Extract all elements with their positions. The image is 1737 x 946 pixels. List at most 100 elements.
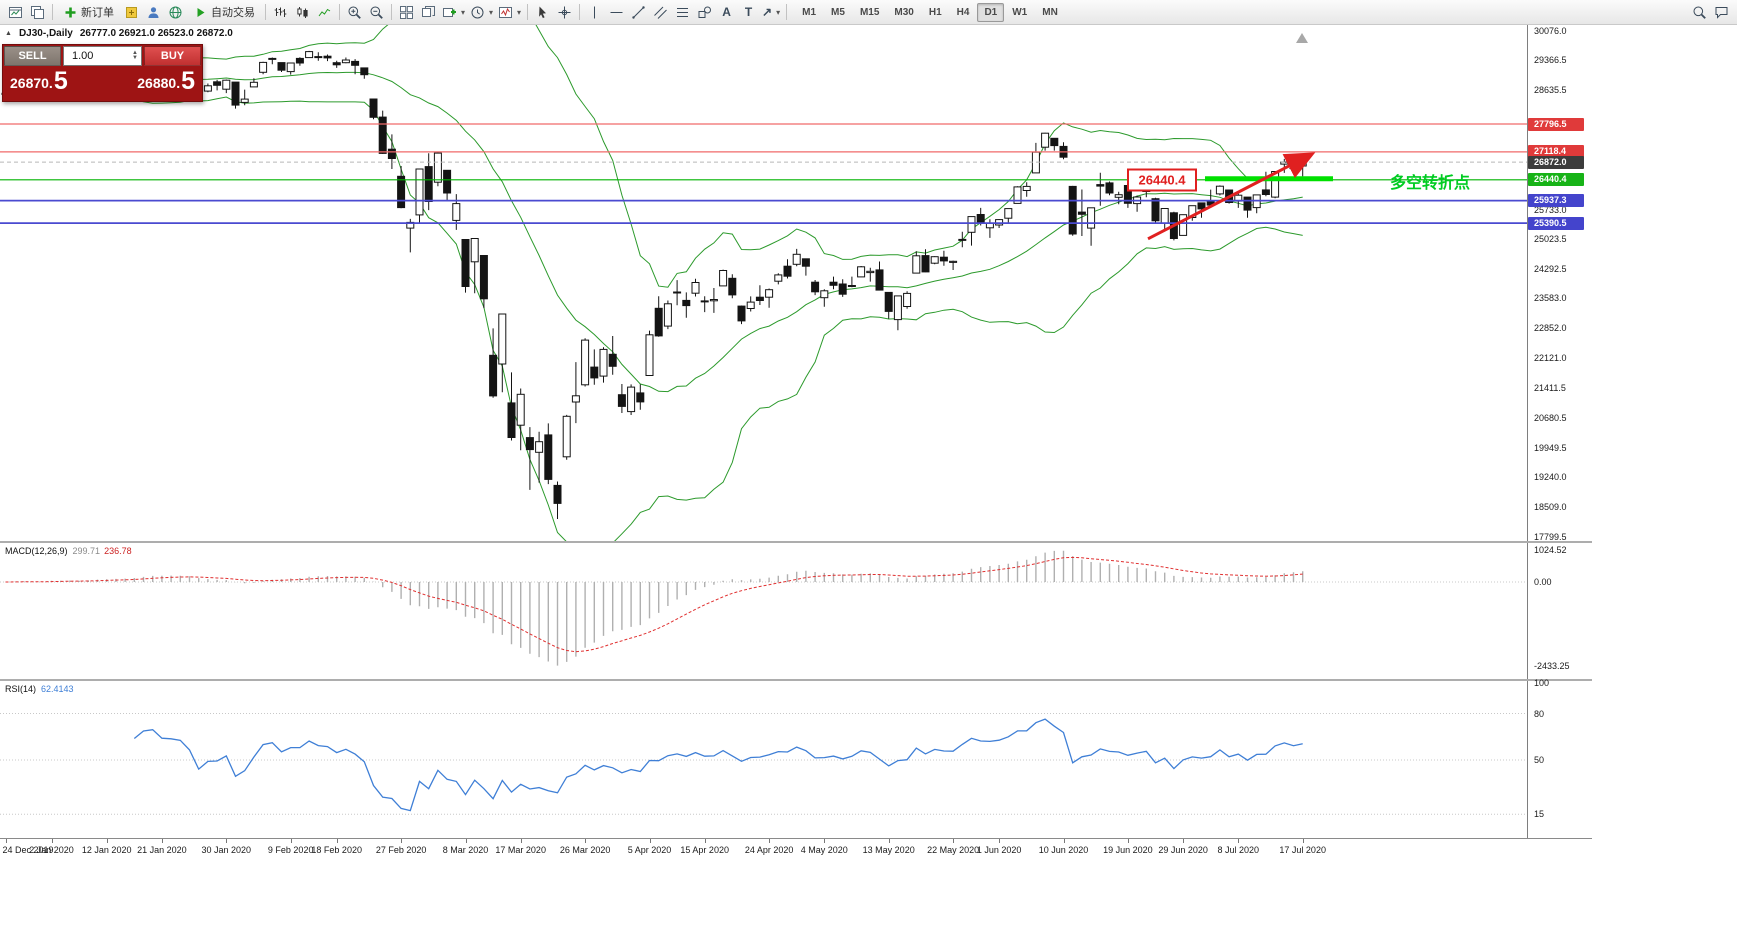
cascade-windows-button[interactable] <box>418 2 439 22</box>
zoom-in-button[interactable] <box>344 2 365 22</box>
spinner-up-icon[interactable]: ▲ <box>132 50 138 56</box>
timeframe-button-M15[interactable]: M15 <box>859 6 880 18</box>
horizontal-line-icon <box>610 11 623 13</box>
price-axis[interactable]: 30076.0 29366.5 28635.5 25733.0 25023.5 24292… <box>1528 25 1592 542</box>
crosshair-button[interactable] <box>554 2 575 22</box>
timeframe-button-H1[interactable]: H1 <box>928 6 942 18</box>
volume-field[interactable]: 1.00 ▲ ▼ <box>63 46 142 66</box>
arrows-tool-button[interactable]: ↗ ▾ <box>760 2 782 22</box>
new-order-button[interactable]: 新订单 <box>57 2 120 22</box>
label-tool-button[interactable]: T <box>738 2 759 22</box>
timeframe-button-M30[interactable]: M30 <box>894 6 914 18</box>
bar-chart-button[interactable] <box>270 2 291 22</box>
sell-price[interactable]: 26870. 5 <box>10 67 68 95</box>
new-chart-dropdown-button[interactable]: ▾ <box>440 2 467 22</box>
metaeditor-icon <box>126 6 137 18</box>
plus-icon <box>65 7 76 17</box>
indicators-dropdown-button[interactable]: ▾ <box>496 2 523 22</box>
new-chart-button[interactable] <box>5 2 26 22</box>
bar-chart-icon <box>274 7 287 17</box>
sell-button[interactable]: SELL <box>4 46 61 66</box>
timeframe-button-D1[interactable]: D1 <box>977 2 1005 22</box>
chart-shift-marker[interactable] <box>1296 33 1308 43</box>
macd-signal-value: 236.78 <box>104 546 132 556</box>
macd-name: MACD(12,26,9) <box>5 546 68 556</box>
timeframe-button-H4[interactable]: H4 <box>956 6 970 18</box>
timeframe-button-W1[interactable]: W1 <box>1012 6 1028 18</box>
price-axis-tick: 22852.0 <box>1534 323 1567 334</box>
indicator-chart-icon <box>499 6 513 18</box>
market-button[interactable] <box>165 2 186 22</box>
volume-value[interactable]: 1.00 <box>72 50 94 62</box>
fibonacci-button[interactable] <box>672 2 693 22</box>
buy-button[interactable]: BUY <box>144 46 201 66</box>
one-click-panel-toggle[interactable]: ▲ <box>5 30 12 37</box>
trendline-button[interactable] <box>628 2 649 22</box>
metaeditor-button[interactable] <box>121 2 142 22</box>
note-text[interactable]: 多空转折点 <box>1390 173 1470 192</box>
tile-windows-button[interactable] <box>396 2 417 22</box>
chat-button[interactable] <box>1711 2 1732 22</box>
cascade-windows-icon <box>422 5 435 17</box>
time-axis[interactable]: 24 Dec 2019 2 Jan 2020 12 Jan 2020 21 Jan 2… <box>0 839 1592 865</box>
shapes-button[interactable] <box>694 2 715 22</box>
timeframe-button-M1[interactable]: M1 <box>802 6 817 18</box>
panel-divider[interactable] <box>0 679 1592 681</box>
price-axis-tick: 25023.5 <box>1534 233 1567 244</box>
spinner-down-icon[interactable]: ▼ <box>132 55 138 61</box>
svg-text:26440.4: 26440.4 <box>1139 173 1187 188</box>
macd-label: MACD(12,26,9) 299.71 236.78 <box>5 546 132 556</box>
main-chart-canvas[interactable]: 26440.4 多空转折点 <box>0 25 1527 541</box>
price-badge: 25390.5 <box>1528 216 1584 230</box>
channel-icon <box>654 6 667 19</box>
price-axis-tick: 20680.5 <box>1534 412 1567 423</box>
horizontal-lines-layer[interactable] <box>0 123 1527 225</box>
macd-panel-canvas[interactable] <box>0 544 1527 680</box>
time-axis-label: 18 Feb 2020 <box>311 845 362 855</box>
chart-plus-icon <box>443 7 456 17</box>
time-axis-label: 26 Mar 2020 <box>559 845 611 855</box>
new-chart-icon <box>9 6 22 18</box>
timeframe-button-MN[interactable]: MN <box>1042 6 1058 18</box>
time-axis-tick <box>226 839 228 843</box>
price-axis-tick: 28635.5 <box>1534 84 1567 95</box>
rsi-panel-canvas[interactable] <box>0 682 1527 839</box>
line-chart-button[interactable] <box>314 2 335 22</box>
period-dropdown-button[interactable]: ▾ <box>468 2 495 22</box>
channel-button[interactable] <box>650 2 671 22</box>
price-axis-tick: 19240.0 <box>1534 472 1567 483</box>
rsi-axis-label: 100 <box>1534 677 1550 688</box>
cursor-button[interactable] <box>532 2 553 22</box>
horizontal-line-button[interactable] <box>606 2 627 22</box>
time-axis-label: 24 Apr 2020 <box>744 845 794 855</box>
text-tool-button[interactable]: A <box>716 2 737 22</box>
time-axis-label: 19 Jun 2020 <box>1103 845 1153 855</box>
toolbar-separator <box>579 4 581 20</box>
shapes-icon <box>698 6 712 18</box>
time-axis-label: 12 Jan 2020 <box>81 845 132 855</box>
symbol-timeframe-label: DJ30-,Daily <box>18 28 73 39</box>
search-button[interactable] <box>1689 2 1710 22</box>
buy-price[interactable]: 26880. 5 <box>137 67 195 95</box>
autotrading-button[interactable]: 自动交易 <box>187 2 261 22</box>
chart-window[interactable]: 26440.4 多空转折点 ▲ DJ30-,Daily 26777.0 26921… <box>0 25 1737 946</box>
vertical-line-button[interactable] <box>584 2 605 22</box>
trend-arrow[interactable] <box>1147 152 1316 241</box>
panel-divider[interactable] <box>0 541 1592 543</box>
candlestick-chart-button[interactable] <box>292 2 313 22</box>
time-axis-label: 1 Jun 2020 <box>976 845 1022 855</box>
bollinger-middle-line <box>5 71 1303 393</box>
zoom-out-button[interactable] <box>366 2 387 22</box>
price-annotation-box[interactable]: 26440.4 <box>1127 168 1197 192</box>
price-axis-border <box>1527 25 1528 839</box>
one-click-trading-panel: SELL 1.00 ▲ ▼ BUY 26870. 5 26880. 5 <box>2 44 203 102</box>
label-tool-icon: T <box>744 4 753 19</box>
timeframe-button-M5[interactable]: M5 <box>831 6 845 18</box>
profiles-button[interactable] <box>27 2 48 22</box>
volume-spinner[interactable]: ▲ ▼ <box>132 50 138 61</box>
time-axis-border <box>0 838 1592 839</box>
accounts-button[interactable] <box>143 2 164 22</box>
price-badge: 26872.0 <box>1528 155 1584 169</box>
chevron-down-icon: ▾ <box>489 7 494 17</box>
text-tool-icon: A <box>722 4 731 19</box>
